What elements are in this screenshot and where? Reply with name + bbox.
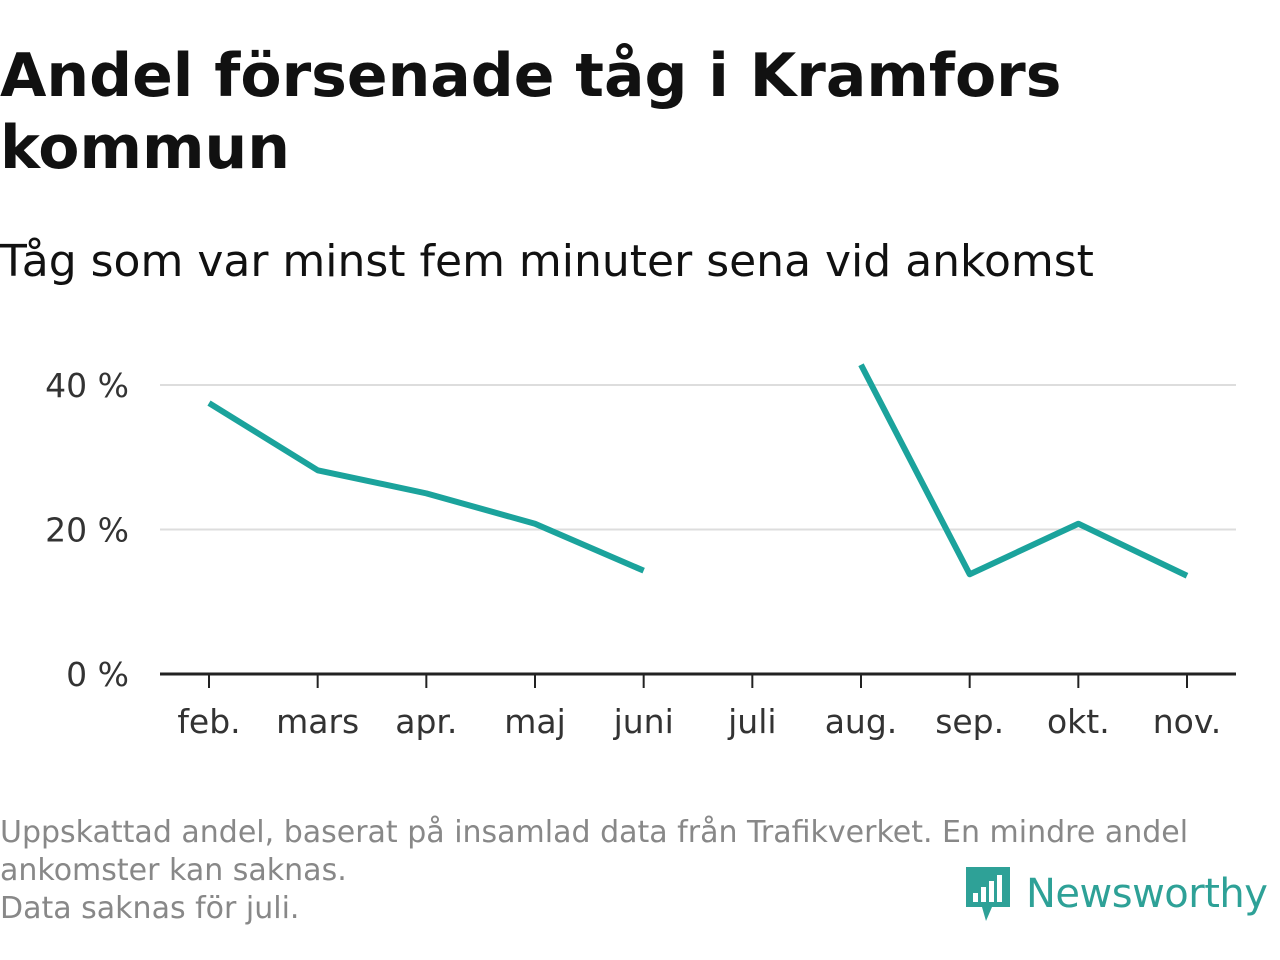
- x-tick-label: nov.: [1153, 702, 1222, 741]
- brand-name: Newsworthy: [1026, 871, 1268, 917]
- x-tick-label: mars: [276, 702, 359, 741]
- line-chart: 0 % 20 % 40 % feb. mars apr. maj juni juli aug. se…: [45, 363, 1236, 741]
- series-line-segment-2: [858, 363, 1189, 579]
- y-tick-label: 40 %: [45, 366, 129, 405]
- footnote-line-3: Data saknas för juli.: [0, 891, 300, 926]
- footnote-line-2: ankomster kan saknas.: [0, 853, 347, 888]
- x-tick-label: feb.: [177, 702, 240, 741]
- x-tick-label: aug.: [825, 702, 898, 741]
- chart-title: Andel försenade tåg i Kramfors kommun: [0, 41, 1062, 183]
- x-tick-label: okt.: [1047, 702, 1110, 741]
- brand-logo: Newsworthy: [962, 862, 1268, 926]
- x-tick-label: juni: [613, 702, 674, 741]
- y-tick-label: 0 %: [66, 655, 129, 694]
- footnote: Uppskattad andel, baserat på insamlad da…: [0, 814, 1275, 928]
- footnote-line-1: Uppskattad andel, baserat på insamlad da…: [0, 815, 1189, 850]
- x-tick-label: juli: [727, 702, 776, 741]
- x-tick-label: maj: [504, 702, 566, 741]
- series-line-segment-1: [207, 400, 645, 574]
- chart-subtitle: Tåg som var minst fem minuter sena vid a…: [0, 236, 1094, 287]
- x-tick-label: apr.: [395, 702, 457, 741]
- y-tick-label: 20 %: [45, 511, 129, 550]
- x-tick-label: sep.: [935, 702, 1004, 741]
- newsworthy-logo-icon: [966, 867, 1010, 921]
